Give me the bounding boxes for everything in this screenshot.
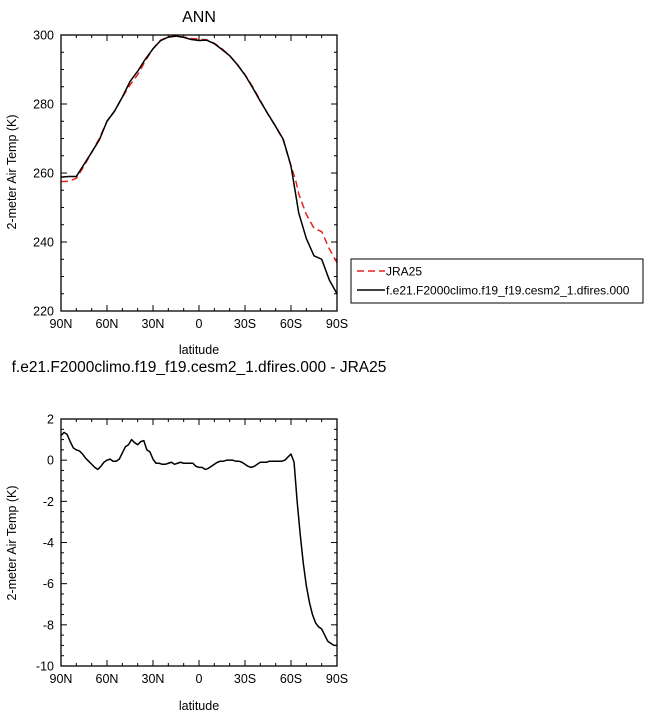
x-tick-label: 90N — [50, 672, 73, 686]
panel-title: ANN — [182, 9, 216, 26]
x-axis-label: latitude — [179, 343, 219, 357]
y-tick-label: -2 — [43, 495, 54, 509]
y-tick-label: 0 — [47, 454, 54, 468]
y-tick-label: -6 — [43, 577, 54, 591]
y-tick-label: 280 — [33, 98, 54, 112]
x-tick-label: 30S — [234, 672, 256, 686]
y-tick-label: -10 — [36, 660, 54, 674]
y-tick-label: 260 — [33, 167, 54, 181]
y-tick-label: -8 — [43, 618, 54, 632]
panel-title: f.e21.F2000climo.f19_f19.cesm2_1.dfires.… — [12, 359, 387, 376]
x-tick-label: 0 — [196, 672, 203, 686]
y-tick-label: 300 — [33, 29, 54, 43]
x-tick-label: 0 — [196, 317, 203, 331]
tick-marks: 90N 60N 30N 0 30S 60S 90S 220 240 260 280 300 — [33, 29, 348, 332]
x-tick-label: 90S — [326, 672, 348, 686]
x-tick-label: 30N — [142, 672, 165, 686]
plot-frame — [60, 418, 338, 667]
difference-panel: f.e21.F2000climo.f19_f19.cesm2_1.dfires.… — [5, 359, 386, 713]
temperature-panel: ANN 2-meter Air Temp (K) latitude 90N 60N… — [5, 9, 348, 357]
x-axis-label: latitude — [179, 699, 219, 713]
legend-box — [350, 258, 644, 304]
series-line-0 — [60, 431, 337, 647]
legend: JRA25 f.e21.F2000climo.f19_f19.cesm2_1.d… — [350, 258, 644, 304]
plot-frame — [60, 34, 338, 312]
series-lines — [60, 431, 337, 647]
series-line-0 — [60, 35, 338, 264]
y-tick-label: -4 — [43, 536, 54, 550]
x-tick-label: 30N — [142, 317, 165, 331]
y-axis-label: 2-meter Air Temp (K) — [5, 114, 19, 229]
x-tick-label: 60N — [96, 317, 119, 331]
legend-label-jra25: JRA25 — [386, 265, 422, 279]
legend-label-model: f.e21.F2000climo.f19_f19.cesm2_1.dfires.… — [386, 284, 630, 298]
x-tick-label: 90S — [326, 317, 348, 331]
series-lines — [60, 35, 338, 295]
x-tick-label: 60N — [96, 672, 119, 686]
y-tick-label: 220 — [33, 305, 54, 319]
x-tick-label: 60S — [280, 317, 302, 331]
x-tick-label: 60S — [280, 672, 302, 686]
y-axis-label: 2-meter Air Temp (K) — [5, 485, 19, 600]
y-tick-label: 2 — [47, 413, 54, 427]
series-line-1 — [60, 35, 338, 295]
x-tick-label: 90N — [50, 317, 73, 331]
x-tick-label: 30S — [234, 317, 256, 331]
y-tick-label: 240 — [33, 236, 54, 250]
